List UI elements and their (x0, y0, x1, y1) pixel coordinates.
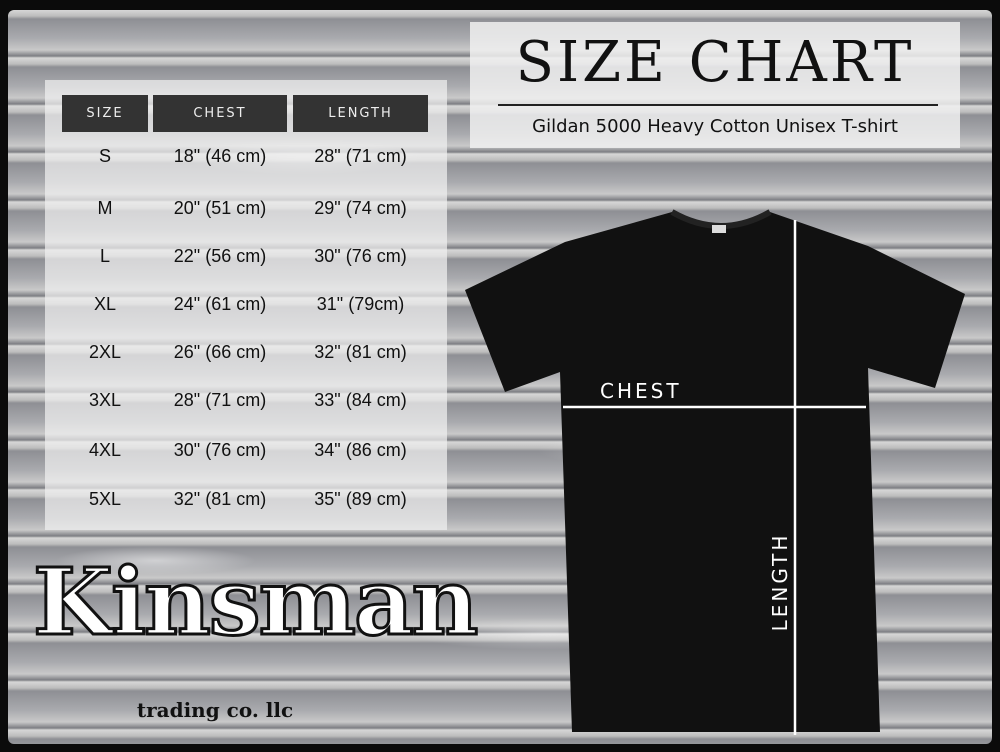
chest-cell: 24" (61 cm) (173, 294, 267, 314)
table-row: 5XL 32" (81 cm) 35" (89 cm) (45, 489, 447, 519)
table-row: 4XL 30" (76 cm) 34" (86 cm) (45, 440, 447, 470)
size-cell: 3XL (88, 390, 122, 410)
size-cell: S (98, 146, 111, 166)
length-cell: 33" (84 cm) (314, 390, 407, 410)
length-cell: 29" (74 cm) (314, 198, 407, 218)
table-row: 2XL 26" (66 cm) 32" (81 cm) (45, 342, 447, 372)
tshirt-shape (465, 212, 965, 732)
kinsman-logo: Kinsman trading co. llc (25, 547, 479, 738)
length-cell: 35" (89 cm) (314, 489, 407, 509)
size-cell: 4XL (88, 440, 122, 460)
length-cell: 34" (86 cm) (314, 440, 407, 460)
length-cell: 28" (71 cm) (314, 146, 407, 166)
size-cell: 5XL (88, 489, 122, 509)
title-divider (498, 104, 938, 106)
size-cell: 2XL (88, 342, 122, 362)
logo-tagline: trading co. llc (136, 698, 294, 722)
table-row: S 18" (46 cm) 28" (71 cm) (45, 146, 447, 176)
chest-cell: 26" (66 cm) (173, 342, 267, 362)
length-cell: 30" (76 cm) (314, 246, 407, 266)
table-row: 3XL 28" (71 cm) 33" (84 cm) (45, 390, 447, 420)
tshirt-tag (712, 225, 726, 233)
chest-cell: 18" (46 cm) (173, 146, 267, 166)
chest-cell: 30" (76 cm) (173, 440, 267, 460)
length-cell: 31" (79cm) (316, 294, 405, 314)
table-row: XL 24" (61 cm) 31" (79cm) (45, 294, 447, 324)
size-cell: L (99, 246, 110, 266)
page-title: SIZE CHART (515, 30, 915, 95)
size-cell: XL (93, 294, 117, 314)
chest-label: CHEST (600, 379, 682, 403)
header-size: SIZE (62, 95, 148, 132)
length-label: LENGTH (768, 532, 792, 632)
chest-cell: 20" (51 cm) (173, 198, 267, 218)
size-table: SIZE CHEST LENGTH S 18" (46 cm) 28" (71 cm… (45, 80, 447, 530)
size-cell: M (97, 198, 113, 218)
logo-wordmark: Kinsman (31, 547, 479, 658)
header-chest: CHEST (153, 95, 287, 132)
subtitle: Gildan 5000 Heavy Cotton Unisex T-shirt (532, 116, 898, 137)
chest-cell: 22" (56 cm) (173, 246, 267, 266)
header-length: LENGTH (293, 95, 428, 132)
table-row: M 20" (51 cm) 29" (74 cm) (45, 198, 447, 228)
length-cell: 32" (81 cm) (314, 342, 407, 362)
title-box: SIZE CHART Gildan 5000 Heavy Cotton Unis… (470, 22, 960, 148)
chest-cell: 28" (71 cm) (173, 390, 267, 410)
chest-cell: 32" (81 cm) (173, 489, 267, 509)
table-row: L 22" (56 cm) 30" (76 cm) (45, 246, 447, 276)
